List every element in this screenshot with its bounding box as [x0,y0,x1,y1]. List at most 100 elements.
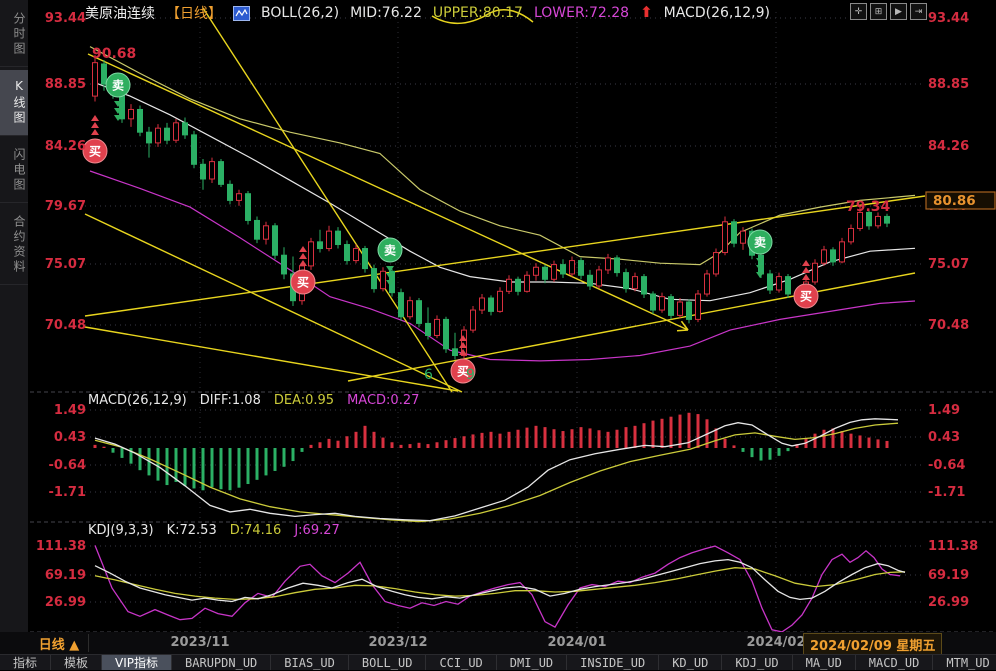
sell-marker [105,72,131,98]
candle-down [416,300,422,324]
candle-up [461,329,467,357]
candle-down [344,244,350,262]
candle-up [524,274,530,292]
indicator-label: UPPER:80.17 [432,5,523,21]
candle-down [587,274,593,287]
price-annotation: 6 [424,367,433,383]
tab-MTM_UD[interactable]: MTM_UD [933,655,996,670]
diff-line [94,418,899,522]
period-dropdown[interactable]: 日线 ▲ [30,634,89,653]
y-axis-label: 0.43 [928,430,960,445]
candle-up [704,273,710,295]
buy-arrow-icon [91,115,99,121]
buy-marker-label: 买 [800,290,812,304]
dea-line [94,422,899,523]
tab-KDJ_UD[interactable]: KDJ_UD [722,655,793,670]
buy-arrow-icon [299,246,307,252]
boll-chart-icon [233,5,250,21]
candle-down [398,292,404,318]
exit-panel-icon[interactable]: ⇥ [910,3,927,20]
candle-up [380,270,386,290]
indicator-label: BOLL(26,2) [261,5,340,21]
candle-down [245,193,251,221]
sell-marker-label: 卖 [754,235,766,250]
up-arrow-icon: ⬆ [640,3,653,21]
candle-up [632,276,638,290]
candle-down [182,122,188,136]
sell-arrow-icon [386,280,394,286]
tab-INSIDE_UD[interactable]: INSIDE_UD [567,655,660,670]
y-axis-label: 84.26 [928,139,969,154]
macd-panel-header: MACD(26,12,9) DIFF:1.08 DEA:0.95 MACD:0.… [88,393,419,408]
candle-up [605,257,611,271]
buy-marker [793,283,819,309]
indicator-label: MACD(26,12,9) [663,5,770,21]
candle-down [218,161,224,185]
month-label: 2024/01 [547,635,607,650]
tab-模板[interactable]: 模板 [51,655,103,670]
kdj-k-value: K:72.53 [166,523,217,538]
y-axis-label: -1.71 [49,485,86,500]
candle-up [434,318,440,336]
trendline [347,272,916,382]
arrowhead-icon [680,320,689,331]
j-line [94,545,901,632]
buy-arrow-icon [299,260,307,266]
sidebar-item-分时图[interactable]: 分时图 [0,3,28,67]
candle-down [614,257,620,274]
candle-down [137,108,143,133]
buy-marker-label: 买 [457,365,469,379]
candle-up [533,266,539,276]
y-axis-label: 79.67 [45,199,86,214]
sell-arrow-icon [114,108,122,114]
crosshair-icon[interactable]: ✛ [850,3,867,20]
freehand-squiggle [431,9,534,25]
y-axis-label: -1.71 [928,485,965,500]
current-date-label: 2024/02/09 星期五 [803,633,943,656]
sell-marker-label: 卖 [384,243,396,258]
tab-BIAS_UD[interactable]: BIAS_UD [271,655,349,670]
sell-marker-label: 卖 [112,78,124,93]
candle-down [578,260,584,276]
trendline [84,213,463,393]
tab-BARUPDN_UD[interactable]: BARUPDN_UD [172,655,272,670]
sidebar-item-K线图[interactable]: K线图 [0,70,28,136]
tab-DMI_UD[interactable]: DMI_UD [497,655,568,670]
candle-down [425,322,431,336]
tab-MACD_UD[interactable]: MACD_UD [856,655,934,670]
buy-arrow-icon [802,274,810,280]
tab-VIP指标[interactable]: VIP指标 [102,655,173,670]
candle-down [227,183,233,201]
candle-up [173,122,179,141]
candle-down [335,230,341,246]
candle-up [875,215,881,227]
tab-指标[interactable]: 指标 [0,655,52,670]
candle-down [866,211,872,227]
price-annotation: 9 [466,367,475,383]
kdj-params: KDJ(9,3,3) [88,523,154,538]
buy-arrow-icon [459,349,467,355]
buy-marker [82,138,108,164]
sidebar-item-闪电图[interactable]: 闪电图 [0,139,28,203]
candle-up [308,241,314,267]
chart-play-icon[interactable]: ▶ [890,3,907,20]
y-axis-label: 75.07 [45,257,86,272]
sidebar-item-合约资料[interactable]: 合约资料 [0,206,28,285]
y-axis-label: 69.19 [45,568,86,583]
y-axis-label: 93.44 [45,11,86,26]
tab-KD_UD[interactable]: KD_UD [659,655,723,670]
y-axis-label: 0.43 [54,430,86,445]
tab-CCI_UD[interactable]: CCI_UD [426,655,497,670]
candle-down [200,163,206,180]
axis-chart-icon[interactable]: ⊞ [870,3,887,20]
tab-MA_UD[interactable]: MA_UD [793,655,856,670]
candle-down [317,241,323,250]
candle-down [884,215,890,224]
candle-up [497,290,503,312]
kdj-panel-header: KDJ(9,3,3) K:72.53 D:74.16 J:69.27 [88,523,340,538]
y-axis-label: -0.64 [928,458,965,473]
period-tag: 【日线】 [166,6,222,22]
tab-BOLL_UD[interactable]: BOLL_UD [349,655,427,670]
